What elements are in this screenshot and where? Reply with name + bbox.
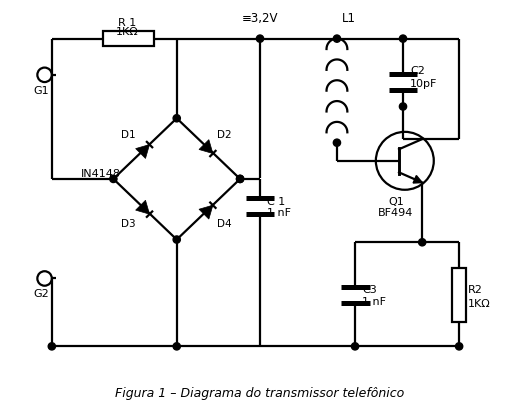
Text: 1KΩ: 1KΩ: [115, 27, 138, 37]
Polygon shape: [199, 140, 213, 153]
Bar: [103, 31, 154, 46]
Circle shape: [237, 175, 244, 183]
Text: D3: D3: [122, 219, 136, 229]
Text: G2: G2: [33, 289, 49, 299]
Circle shape: [256, 35, 264, 42]
Text: 1 nF: 1 nF: [267, 208, 291, 218]
Text: IN4148: IN4148: [81, 169, 121, 179]
Text: C 1: C 1: [267, 196, 285, 207]
Text: BF494: BF494: [378, 208, 413, 218]
Circle shape: [399, 103, 407, 110]
Polygon shape: [199, 205, 213, 219]
Circle shape: [110, 175, 117, 183]
Polygon shape: [136, 200, 150, 214]
Text: Figura 1 – Diagrama do transmissor telefônico: Figura 1 – Diagrama do transmissor telef…: [115, 387, 405, 400]
Text: G1: G1: [33, 86, 49, 96]
Text: ≡3,2V: ≡3,2V: [242, 12, 278, 25]
Circle shape: [173, 236, 180, 243]
Text: D4: D4: [217, 219, 232, 229]
Circle shape: [419, 239, 426, 246]
Text: 1 nF: 1 nF: [362, 297, 386, 307]
Text: D2: D2: [217, 130, 232, 140]
Circle shape: [352, 343, 359, 350]
Text: Q1: Q1: [388, 197, 404, 207]
Circle shape: [456, 343, 463, 350]
Bar: [452, 268, 466, 322]
Text: D1: D1: [122, 130, 136, 140]
Text: R2: R2: [468, 285, 483, 295]
Circle shape: [237, 175, 244, 183]
Text: 10pF: 10pF: [410, 79, 438, 89]
Circle shape: [399, 35, 407, 42]
Text: L1: L1: [342, 12, 356, 25]
Text: C2: C2: [410, 66, 425, 76]
Circle shape: [333, 139, 341, 146]
Circle shape: [333, 35, 341, 42]
Circle shape: [173, 343, 180, 350]
Text: C3: C3: [362, 285, 377, 295]
Circle shape: [48, 343, 56, 350]
Polygon shape: [136, 145, 150, 158]
Polygon shape: [413, 175, 422, 183]
Circle shape: [173, 115, 180, 122]
Text: 1KΩ: 1KΩ: [468, 299, 491, 309]
Text: R 1: R 1: [118, 18, 136, 28]
